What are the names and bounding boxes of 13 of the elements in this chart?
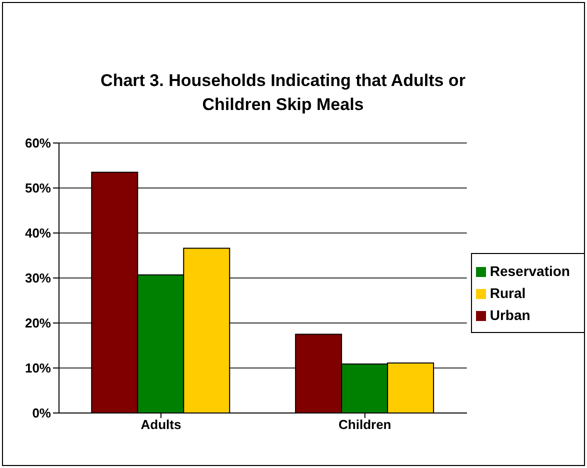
y-tick-label: 30% xyxy=(24,270,52,286)
y-tick-label: 10% xyxy=(24,360,52,376)
legend-label: Rural xyxy=(490,285,526,301)
x-tick-label: Adults xyxy=(140,417,182,432)
chart-title: Chart 3. Households Indicating that Adults or Children Skip Meals xyxy=(100,70,466,116)
y-tick-label: 0% xyxy=(32,406,52,421)
y-tick-label: 50% xyxy=(24,180,52,196)
y-tick-label: 40% xyxy=(24,226,52,241)
legend-label: Urban xyxy=(490,307,530,323)
y-tick-label: 60% xyxy=(24,136,52,151)
y-tick-label: 20% xyxy=(24,316,52,331)
legend-label: Reservation xyxy=(490,263,570,279)
x-tick-label: Children xyxy=(338,417,392,432)
